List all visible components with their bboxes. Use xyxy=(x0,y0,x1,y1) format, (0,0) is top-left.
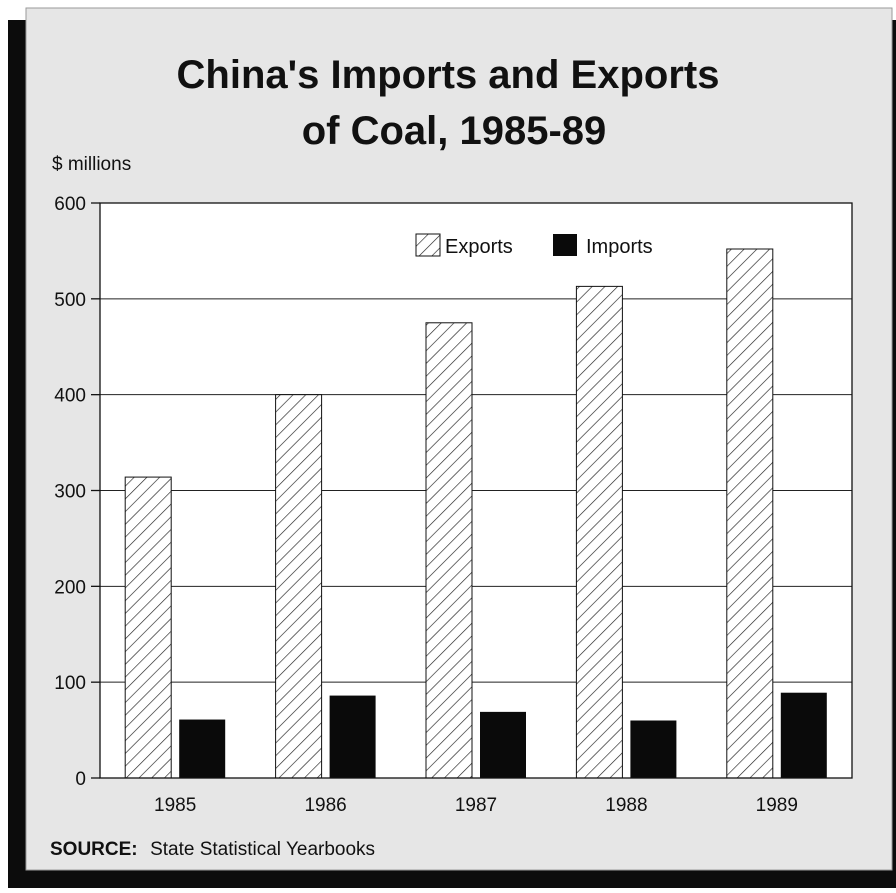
plot-border xyxy=(99,202,853,779)
legend-label-exports: Exports xyxy=(445,236,513,258)
x-tick-label-1987: 1987 xyxy=(455,795,497,816)
legend-swatch-exports xyxy=(415,233,441,257)
x-tick-label-1986: 1986 xyxy=(304,795,346,816)
bar-imports-1988 xyxy=(630,720,677,778)
y-tick-label-500: 500 xyxy=(54,290,86,311)
bar-exports-1986 xyxy=(275,394,323,779)
y-tick-label-0: 0 xyxy=(75,769,86,790)
legend: Exports Imports xyxy=(415,233,653,258)
source-label: SOURCE: xyxy=(50,839,138,860)
bar-exports-1989 xyxy=(726,248,774,779)
y-tick-label-300: 300 xyxy=(54,482,86,503)
y-tick-label-200: 200 xyxy=(54,577,86,598)
bar-exports-1987 xyxy=(425,322,473,779)
x-tick-label-1988: 1988 xyxy=(605,795,647,816)
legend-label-imports: Imports xyxy=(586,236,653,258)
legend-swatch-imports xyxy=(553,234,577,256)
bar-imports-1986 xyxy=(329,695,376,778)
source-text: State Statistical Yearbooks xyxy=(150,839,375,860)
bar-imports-1985 xyxy=(179,719,226,778)
y-axis-unit-label: $ millions xyxy=(52,154,131,175)
y-tick-label-400: 400 xyxy=(54,386,86,407)
y-tick-label-100: 100 xyxy=(54,673,86,694)
source-note: SOURCE: State Statistical Yearbooks xyxy=(50,839,375,860)
x-tick-label-1989: 1989 xyxy=(756,795,798,816)
chart-title-line2: of Coal, 1985-89 xyxy=(302,109,607,153)
bar-exports-1988 xyxy=(575,285,623,779)
bar-exports-1985 xyxy=(124,476,172,779)
bar-imports-1989 xyxy=(780,692,827,778)
y-tick-label-600: 600 xyxy=(54,194,86,215)
bar-imports-1987 xyxy=(480,711,526,778)
x-tick-label-1985: 1985 xyxy=(154,795,196,816)
chart-title-line1: China's Imports and Exports xyxy=(177,53,720,97)
